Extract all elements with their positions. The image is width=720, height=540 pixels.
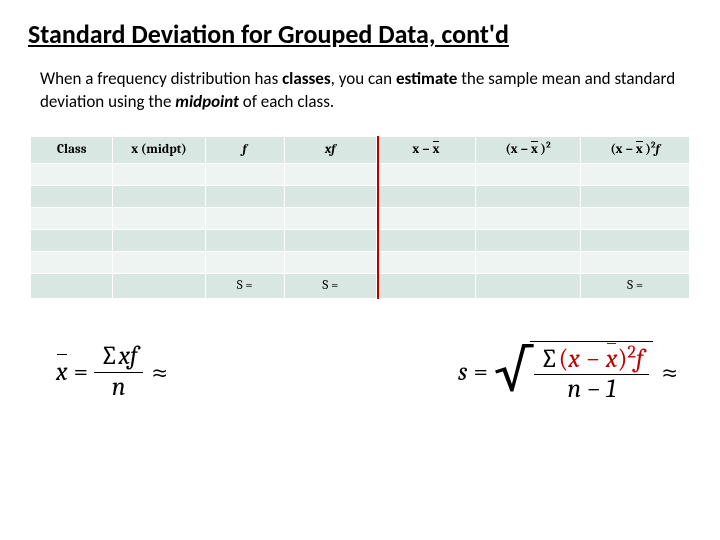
desc-estimate: estimate [396, 68, 457, 89]
formula-mean: x = ∑xf n ≈ [56, 343, 168, 401]
col5-post: ) [538, 142, 546, 157]
table-row [31, 185, 690, 207]
col5-sq: 2 [546, 141, 551, 151]
xbar-symbol: x [606, 346, 618, 373]
red-divider-line [377, 136, 379, 299]
s-symbol: s [458, 357, 467, 387]
table-row [31, 229, 690, 251]
sum-x-minus-xbar-sq-f: S = [581, 273, 690, 298]
denominator: n − 1 [561, 375, 622, 403]
desc-post: of each class. [239, 91, 334, 112]
num-minus: − [580, 344, 606, 374]
col5-pre: (x − [505, 142, 531, 157]
formula-row: x = ∑xf n ≈ s = √ ∑(x − x)2f n − 1 ≈ [28, 341, 692, 404]
col-f: f [205, 136, 284, 163]
denominator: n [106, 373, 132, 401]
xbar-icon: x [433, 142, 440, 157]
col-class: Class [31, 136, 113, 163]
page-title: Standard Deviation for Grouped Data, con… [28, 18, 692, 50]
col-xf: xf [284, 136, 376, 163]
table-row [31, 207, 690, 229]
col-x-minus-xbar: x − x [376, 136, 475, 163]
table-row [31, 163, 690, 185]
num-x: x [568, 344, 580, 374]
description: When a frequency distribution has classe… [40, 68, 692, 114]
num-sq: 2 [627, 341, 636, 362]
approx-sign: ≈ [661, 355, 678, 390]
col4-pre: x − [412, 142, 432, 157]
fraction: ∑xf n [94, 343, 143, 401]
num-text: xf [118, 341, 137, 371]
grouped-data-table-wrap: Class x (midpt) f xf x − x (x − x )2 (x … [30, 136, 690, 299]
xbar-icon: x [531, 142, 538, 157]
table-header-row: Class x (midpt) f xf x − x (x − x )2 (x … [31, 136, 690, 163]
desc-midpoint: midpoint [175, 91, 239, 112]
approx-sign: ≈ [151, 355, 168, 390]
col6-pre: (x − [610, 142, 636, 157]
xbar-icon: x [636, 142, 643, 157]
paren-open: ( [558, 344, 568, 374]
sum-xf: S = [284, 273, 376, 298]
grouped-data-table: Class x (midpt) f xf x − x (x − x )2 (x … [30, 136, 690, 299]
paren-close: ) [617, 344, 627, 374]
table-row [31, 251, 690, 273]
fraction: ∑(x − x)2f n − 1 [534, 346, 649, 404]
sqrt-icon: √ ∑(x − x)2f n − 1 [494, 341, 653, 404]
desc-classes: classes [282, 68, 331, 89]
formula-stddev: s = √ ∑(x − x)2f n − 1 ≈ [458, 341, 678, 404]
desc-mid1: , you can [331, 68, 396, 89]
equals-sign: = [74, 357, 88, 387]
num-f: f [636, 344, 643, 374]
col-x-midpt: x (midpt) [113, 136, 205, 163]
sum-f: S = [205, 273, 284, 298]
sigma-icon: ∑ [100, 341, 118, 371]
table-sum-row: S = S = S = [31, 273, 690, 298]
col6-post: f [656, 142, 660, 157]
equals-sign: = [474, 357, 488, 387]
col6-mid: ) [643, 142, 651, 157]
col-x-minus-xbar-sq: (x − x )2 [475, 136, 580, 163]
col-x-minus-xbar-sq-f: (x − x )2f [581, 136, 690, 163]
xbar-symbol: x [56, 357, 68, 387]
sigma-icon: ∑ [540, 344, 558, 374]
desc-pre: When a frequency distribution has [40, 68, 282, 89]
